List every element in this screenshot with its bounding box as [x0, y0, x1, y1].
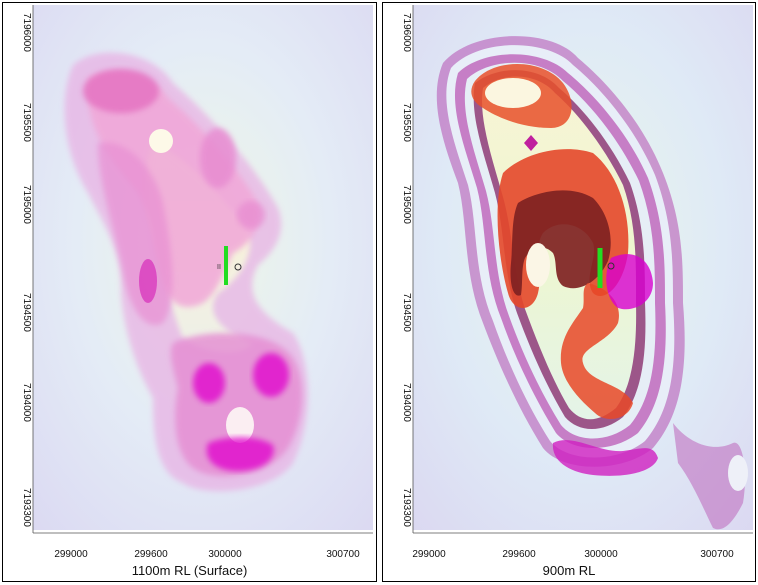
x-tick-label: 299600 [134, 549, 168, 560]
y-tick-label: 7195500 [401, 103, 412, 142]
high-anomaly-south [560, 283, 633, 419]
y-tick-label: 7194000 [401, 383, 412, 422]
map-panel-900m: 7196000 7195500 7195000 7194500 7194000 … [382, 2, 756, 582]
x-tick-label: 299000 [54, 549, 88, 560]
medium-anomaly-body [87, 70, 260, 307]
contour-map-900m [412, 5, 753, 534]
very-high-anomaly-core [510, 190, 611, 296]
pale-spot [226, 407, 254, 443]
y-tick-label: 7195000 [401, 185, 412, 224]
y-tick-label: 7193300 [401, 488, 412, 527]
x-tick-label: 299000 [412, 549, 446, 560]
x-tick-label: 300700 [326, 549, 360, 560]
outlier-anomaly-east [606, 254, 653, 310]
x-tick-label: 300700 [700, 549, 734, 560]
medium-anomaly-spot [524, 135, 538, 151]
outlier-anomaly-west [139, 259, 157, 303]
pale-spot [149, 129, 173, 153]
contour-map-1100m: II [32, 5, 373, 534]
panel-caption: 1100m RL (Surface) [131, 563, 248, 578]
pale-spot [526, 243, 550, 287]
x-tick-label: 299600 [502, 549, 536, 560]
y-tick-label: 7194000 [21, 383, 32, 422]
medium-spot [237, 201, 265, 229]
pale-spot [728, 455, 748, 491]
y-tick-label: 7196000 [21, 13, 32, 52]
drillhole-collar [607, 262, 615, 270]
panel-caption: 900m RL [542, 563, 596, 578]
collar-label: II [217, 264, 221, 271]
outlier-anomaly-south-east [253, 353, 289, 397]
y-tick-label: 7194500 [401, 293, 412, 332]
drillhole-collar [234, 263, 242, 271]
pale-spot [485, 78, 541, 108]
x-tick-label: 300000 [584, 549, 618, 560]
medium-spot [200, 128, 236, 188]
contour-tail [673, 423, 745, 530]
outlier-anomaly-north [83, 69, 159, 113]
map-panel-1100m: II 7196000 7195500 7195000 7194500 71940… [2, 2, 377, 582]
y-tick-label: 7196000 [401, 13, 412, 52]
y-tick-label: 7194500 [21, 293, 32, 332]
outlier-anomaly-south-west [193, 363, 225, 403]
outlier-anomaly-south [206, 437, 274, 472]
y-tick-label: 7193300 [21, 488, 32, 527]
y-tick-label: 7195500 [21, 103, 32, 142]
outlier-anomaly-south [552, 440, 658, 476]
y-tick-label: 7195000 [21, 185, 32, 224]
x-tick-label: 300000 [208, 549, 242, 560]
